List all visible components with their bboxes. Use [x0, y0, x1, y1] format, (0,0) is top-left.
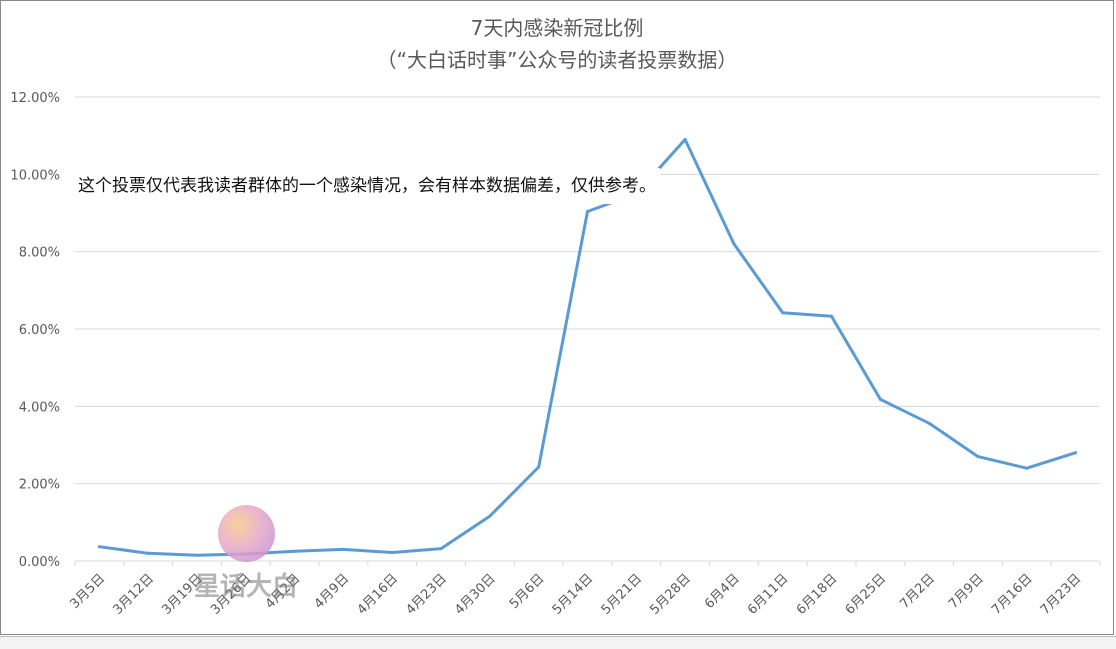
x-tick-label: 6月4日	[702, 571, 743, 612]
y-tick-label: 6.00%	[19, 323, 60, 338]
x-tick-label: 4月9日	[312, 571, 353, 612]
data-point	[341, 547, 345, 551]
data-point	[683, 138, 687, 142]
x-tick-label: 7月2日	[897, 571, 938, 612]
x-tick-label: 5月6日	[507, 571, 548, 612]
x-tick-label: 5月21日	[599, 571, 646, 618]
chart-frame	[0, 0, 1114, 635]
x-tick-label: 5月28日	[647, 571, 694, 618]
x-tick-label: 6月25日	[843, 571, 890, 618]
y-tick-label: 4.00%	[19, 400, 60, 415]
y-tick-label: 12.00%	[10, 91, 60, 106]
data-point	[97, 545, 101, 549]
y-tick-label: 2.00%	[19, 478, 60, 493]
data-point	[488, 514, 492, 518]
x-tick-label: 3月12日	[110, 571, 157, 618]
x-tick-label: 6月11日	[745, 571, 792, 618]
data-point	[1074, 451, 1078, 455]
y-tick-label: 0.00%	[19, 555, 60, 570]
data-point	[976, 455, 980, 459]
data-point	[146, 551, 150, 555]
x-tick-label: 3月5日	[68, 571, 109, 612]
data-point	[586, 209, 589, 213]
x-tick-label: 4月16日	[355, 571, 402, 618]
chart-title: 7天内感染新冠比例	[470, 16, 644, 40]
y-tick-label: 10.00%	[10, 168, 60, 183]
y-tick-label: 8.00%	[19, 246, 60, 261]
x-tick-label: 5月14日	[550, 571, 597, 618]
data-point	[1025, 466, 1029, 470]
watermark-logo-icon	[218, 505, 275, 562]
chart-subtitle: （“大白话时事”公众号的读者投票数据）	[376, 48, 738, 72]
x-tick-label: 6月18日	[794, 571, 841, 618]
x-tick-label: 4月30日	[452, 571, 499, 618]
data-point	[732, 242, 736, 246]
data-point	[878, 397, 882, 401]
data-point	[390, 550, 394, 554]
x-tick-label: 7月23日	[1038, 571, 1085, 618]
data-point	[830, 314, 834, 318]
x-tick-label: 7月9日	[946, 571, 987, 612]
annotation-text: 这个投票仅代表我读者群体的一个感染情况，会有样本数据偏差，仅供参考。	[74, 168, 660, 204]
data-point	[537, 465, 541, 469]
data-point	[781, 311, 785, 315]
data-point	[439, 547, 443, 551]
data-point	[195, 553, 199, 557]
x-tick-label: 4月23日	[403, 571, 450, 618]
x-tick-label: 7月16日	[989, 571, 1036, 618]
data-point	[927, 421, 931, 425]
bottom-strip	[0, 636, 1116, 649]
watermark-text: 星话大白	[194, 572, 299, 602]
data-point	[293, 549, 297, 553]
